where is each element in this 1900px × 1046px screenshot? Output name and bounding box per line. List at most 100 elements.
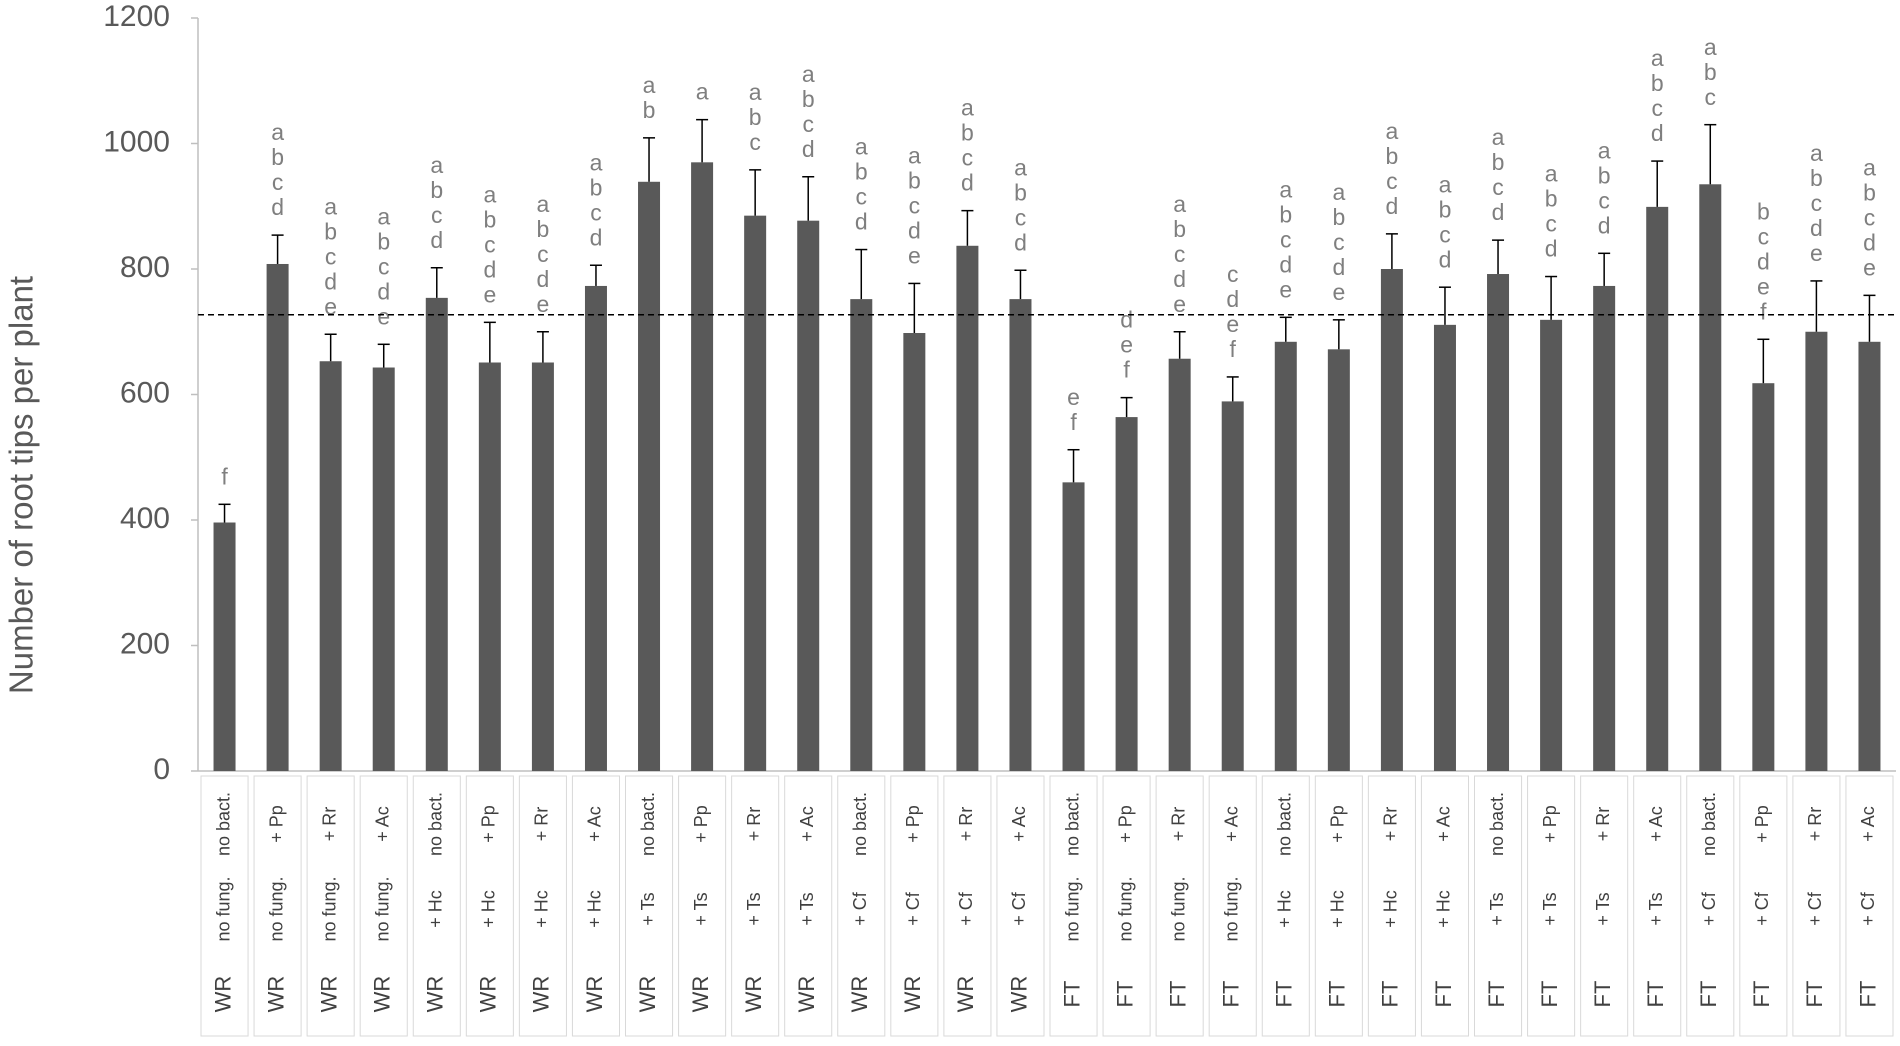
significance-letter: d [271,194,284,220]
significance-letter: b [590,174,603,200]
significance-letter: a [961,95,974,121]
significance-letter: c [1333,229,1345,255]
category-box [359,775,408,1037]
x-tick-label: + Hc [1275,890,1295,928]
category-box [1845,775,1894,1037]
category-box [837,775,886,1037]
x-tick-label: + Cf [1752,891,1772,926]
significance-letter: c [1492,174,1504,200]
x-tick-label: + Hc [426,890,446,928]
bar [1115,417,1138,771]
x-tick-label: no bact. [1062,792,1082,856]
y-tick-label: 0 [153,753,170,786]
category-box [518,775,567,1037]
x-tick-label: no bact. [1487,792,1507,856]
significance-letter: b [802,86,815,112]
category-box [1367,775,1416,1037]
significance-letter: c [1651,95,1663,121]
bar [691,162,714,771]
significance-letter: e [1120,332,1133,358]
x-tick-label: FT [1325,981,1350,1008]
x-tick-label: FT [1431,981,1456,1008]
x-tick-label: + Ts [1646,892,1666,925]
x-tick-label: WR [1006,976,1031,1013]
significance-letter: a [377,203,390,229]
significance-letter: e [377,303,390,329]
significance-letter: b [1545,186,1558,212]
significance-letter: d [483,256,496,282]
x-tick-label: FT [1484,981,1509,1008]
x-tick-label: FT [1802,981,1827,1008]
significance-letter: b [1757,198,1770,224]
category-box [1792,775,1841,1037]
x-tick-label: no fung. [1115,876,1135,941]
significance-letter: b [1386,143,1399,169]
bar [1540,319,1563,771]
x-tick-label: WR [423,976,448,1013]
significance-letter: c [1864,204,1876,230]
x-tick-label: FT [1855,981,1880,1008]
significance-letter: a [908,143,921,169]
x-tick-label: no bact. [426,792,446,856]
bar [266,263,289,771]
x-tick-label: FT [1219,981,1244,1008]
x-tick-label: + Pp [1115,805,1135,843]
significance-letter: d [1332,254,1345,280]
significance-letter: a [1014,154,1027,180]
significance-letter: b [324,218,337,244]
significance-letter: a [1492,124,1505,150]
significance-letter: d [1439,246,1452,272]
significance-letter: c [1386,168,1398,194]
significance-letter: d [1492,199,1505,225]
significance-letter: c [590,199,602,225]
significance-letter: b [1014,179,1027,205]
x-tick-label: FT [1696,981,1721,1008]
bar [1646,206,1669,771]
x-tick-label: + Cf [903,891,923,926]
x-tick-label: no fung. [319,876,339,941]
x-tick-label: no fung. [266,876,286,941]
category-box [1155,775,1204,1037]
significance-letter: a [1173,191,1186,217]
x-tick-label: + Ts [744,892,764,925]
significance-letter: e [1279,276,1292,302]
bar [372,367,395,771]
significance-letter: b [1863,179,1876,205]
bar [531,362,554,771]
x-tick-label: + Hc [585,890,605,928]
significance-letter: b [377,228,390,254]
x-tick-label: WR [900,976,925,1013]
category-box [784,775,833,1037]
significance-letter: d [1651,120,1664,146]
x-tick-label: + Hc [1434,890,1454,928]
significance-letter: d [1545,236,1558,262]
category-box [1739,775,1788,1037]
significance-letter: b [430,177,443,203]
x-tick-label: + Rr [1168,807,1188,842]
significance-letter: d [1279,251,1292,277]
significance-letter: f [1070,409,1077,435]
category-box [253,775,302,1037]
significance-letter: d [1120,307,1133,333]
significance-letter: e [537,291,550,317]
y-tick-label: 800 [120,251,170,284]
significance-letter: a [1598,137,1611,163]
bar [1221,401,1244,771]
x-tick-label: WR [847,976,872,1013]
x-tick-label: FT [1272,981,1297,1008]
x-tick-label: + Pp [266,805,286,843]
significance-letter: d [1386,193,1399,219]
category-box [1049,775,1098,1037]
category-box [306,775,355,1037]
bar [213,522,236,771]
x-tick-label: WR [316,976,341,1013]
bar [1858,341,1881,771]
category-box [412,775,461,1037]
significance-letter: c [962,145,974,171]
category-box [731,775,780,1037]
bar [1433,324,1456,771]
significance-letter: e [908,243,921,269]
significance-letter: a [855,134,868,160]
x-tick-label: + Rr [1593,807,1613,842]
